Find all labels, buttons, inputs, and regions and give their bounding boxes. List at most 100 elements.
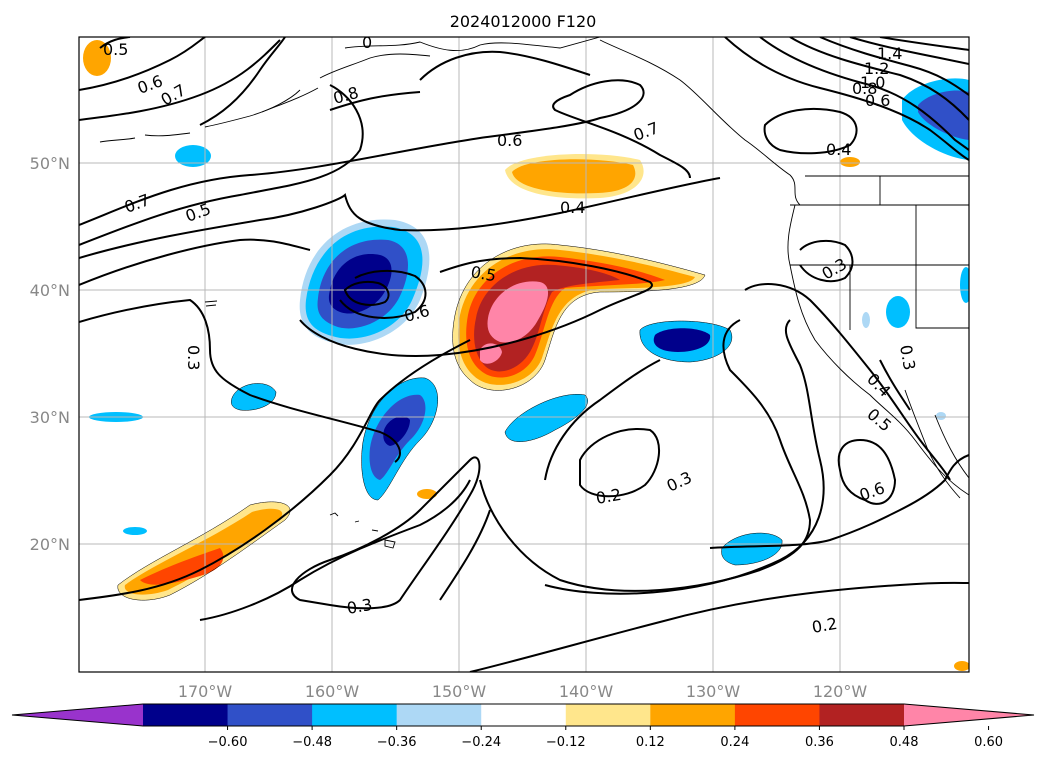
contour-label: 0.2 [594,485,622,508]
longitude-labels: 170°W 160°W 150°W 140°W 130°W 120°W [178,682,868,701]
anomaly-pos-region [840,157,860,167]
contour-line [579,428,661,498]
anomaly-neg-region [505,394,588,442]
contour-line [329,50,591,111]
contour-line [744,283,951,481]
contour-line [79,339,471,601]
contour-line [339,270,427,319]
anomaly-pos-region [83,40,111,76]
contour-label: 0.3 [184,345,203,370]
lat-label-20n: 20°N [30,535,70,554]
colorbar-tick-label: 0.36 [805,735,834,750]
plot-area: 0.5 0.6 0.7 0.8 0.7 0.5 0.3 0.6 0.5 0.6 … [78,36,970,673]
contour-label: 0.4 [560,198,585,217]
colorbar-bin [227,704,313,726]
contour-label: 0.5 [469,262,497,285]
colorbar-tick-label: 0.24 [720,735,749,750]
contour-label: 0.2 [810,614,838,637]
west-coast [787,204,969,496]
anomaly-pos-region [487,281,549,343]
contour-label: 0.3 [896,343,919,371]
colorbar-tick-label: 0.48 [890,735,919,750]
colorbar: −0.60 −0.48 −0.36 −0.24 −0.12 0.12 0.24 0.36 0.4… [11,703,1035,750]
lon-label-160w: 160°W [305,682,360,701]
anomaly-neg-region [328,254,392,314]
colorbar-tick-label: −0.48 [292,735,332,750]
contour-label: 0.8 [852,79,877,98]
lon-label-140w: 140°W [559,682,614,701]
contour-line [544,319,825,595]
colorbar-bin [481,704,567,726]
colorbar-bin [312,704,398,726]
colorbar-bin [734,704,820,726]
anomaly-neg-region [960,267,969,303]
lon-label-150w: 150°W [432,682,487,701]
contour-line [709,454,969,549]
contour-line [343,280,390,306]
aleutian-coast [99,89,301,143]
anomaly-neg-region [175,145,211,167]
alaska-coast [344,37,601,51]
contour-line [79,84,364,246]
contour-line [79,79,691,226]
colorbar-bin [650,704,736,726]
contour-line [724,37,969,161]
anomaly-pos-region [140,548,224,585]
colorbar-tick-label: −0.12 [546,735,586,750]
contour-labels: 0.5 0.6 0.7 0.8 0.7 0.5 0.3 0.6 0.5 0.6 … [103,37,919,637]
colorbar-outline [11,703,1035,727]
contour-line [469,581,969,672]
colorbar-tick-label: 0.12 [636,735,665,750]
contour-line [879,37,969,51]
contour-line [79,177,721,259]
contour-line [819,37,969,96]
contour-line [799,239,854,283]
anomaly-neg-region [123,527,147,535]
map-title: 2024012000 F120 [450,12,597,31]
anomaly-pos-region [954,661,969,671]
bc-coast [599,39,801,206]
lat-label-40n: 40°N [30,281,70,300]
contour-label: 0.5 [103,40,128,59]
lon-label-120w: 120°W [813,682,868,701]
contour-line [763,107,858,155]
colorbar-tick-label: 0.60 [974,735,1003,750]
contour-lines [79,37,969,672]
contour-label: 1.4 [877,44,902,63]
anomaly-neg-region [918,90,969,140]
contour-label: 0.6 [865,91,890,110]
contour-line [79,37,206,91]
contour-line [879,359,911,411]
colorbar-bin [143,704,229,726]
contour-line [789,37,969,121]
lon-label-130w: 130°W [686,682,741,701]
alaska-coast [261,53,431,113]
contour-line [79,298,401,463]
contour-line [199,479,491,621]
contour-label: 0.3 [345,595,373,618]
anomaly-pos-region [417,489,437,499]
small-islands [204,300,218,307]
colorbar-bin [565,704,651,726]
contour-line [79,238,311,286]
contour-line [759,37,969,151]
lon-label-170w: 170°W [178,682,233,701]
colorbar-extend-max [904,704,1034,726]
contour-label: 0.4 [826,140,851,159]
hawaii-islands [329,512,396,549]
contour-line [849,37,969,65]
contour-label: 0.6 [497,131,522,150]
contour-line [837,438,897,505]
plot-frame [78,36,970,673]
gridlines [79,37,969,672]
anomaly-neg-region [721,533,783,565]
contour-line [299,256,653,357]
anomaly-neg-region [936,412,946,420]
contour-line [290,456,481,610]
colorbar-tick-label: −0.24 [461,735,501,750]
latitude-labels: 50°N 40°N 30°N 20°N [30,154,70,554]
anomaly-neg-region [383,416,410,446]
colorbar-bin [396,704,482,726]
anomaly-neg-region [886,296,910,328]
